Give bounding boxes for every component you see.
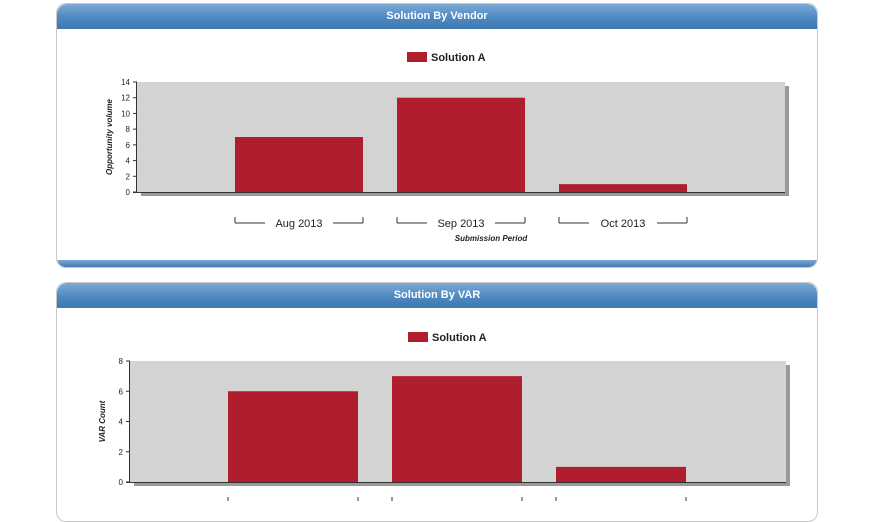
y-tick-label: 8 (126, 125, 131, 134)
bar (235, 137, 363, 192)
bar (397, 97, 525, 192)
legend-label: Solution A (431, 52, 486, 64)
bar (228, 391, 358, 482)
legend-swatch (408, 332, 428, 342)
y-tick-label: 4 (126, 157, 131, 166)
y-tick-label: 8 (119, 357, 124, 366)
y-tick-label: 2 (126, 172, 131, 181)
x-axis-label: Submission Period (455, 234, 529, 243)
x-tick-label: Sep 2013 (437, 218, 484, 230)
vendor-bar-chart: Solution A 0 2 4 6 8 10 12 14 Opportunity volume A… (105, 52, 789, 243)
bar (392, 376, 522, 482)
y-tick-label: 4 (119, 418, 124, 427)
y-tick-label: 0 (119, 478, 124, 487)
bar (556, 466, 686, 482)
panel-title: Solution By VAR (57, 283, 817, 308)
panel-footer (57, 260, 817, 267)
panel-title: Solution By Vendor (57, 4, 817, 29)
y-tick-label: 2 (119, 448, 124, 457)
y-tick-label: 10 (121, 109, 130, 118)
y-axis-label: VAR Count (98, 400, 107, 442)
x-tick-label: Aug 2013 (275, 218, 322, 230)
y-axis-label: Opportunity volume (105, 98, 114, 175)
y-tick-label: 14 (121, 78, 130, 87)
y-tick-label: 6 (119, 387, 124, 396)
y-tick-label: 0 (126, 188, 131, 197)
x-tick-label: Oct 2013 (601, 218, 646, 230)
legend-label: Solution A (432, 332, 487, 344)
y-tick-label: 6 (126, 141, 131, 150)
var-bar-chart: Solution A 0 2 4 6 8 VAR Count (98, 332, 790, 501)
bar (559, 184, 687, 192)
y-tick-label: 12 (121, 94, 130, 103)
legend-swatch (407, 52, 427, 62)
